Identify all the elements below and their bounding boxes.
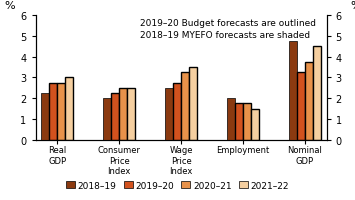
Bar bbox=[243, 104, 251, 140]
Bar bbox=[297, 73, 305, 140]
Bar bbox=[227, 99, 235, 140]
Text: %: % bbox=[350, 1, 355, 11]
Bar bbox=[127, 88, 135, 140]
Bar bbox=[57, 83, 65, 140]
Text: 2019–20 Budget forecasts are outlined
2018–19 MYEFO forecasts are shaded: 2019–20 Budget forecasts are outlined 20… bbox=[140, 18, 316, 40]
Bar bbox=[41, 94, 49, 140]
Bar bbox=[305, 62, 313, 140]
Bar bbox=[251, 109, 259, 140]
Bar bbox=[235, 104, 243, 140]
Bar bbox=[103, 99, 111, 140]
Bar bbox=[313, 47, 321, 140]
Bar bbox=[173, 83, 181, 140]
Bar bbox=[165, 88, 173, 140]
Legend: 2018–19, 2019–20, 2020–21, 2021–22: 2018–19, 2019–20, 2020–21, 2021–22 bbox=[62, 177, 293, 194]
Bar bbox=[289, 42, 297, 140]
Text: %: % bbox=[4, 1, 15, 11]
Bar bbox=[181, 73, 189, 140]
Bar bbox=[119, 88, 127, 140]
Bar bbox=[49, 83, 57, 140]
Bar bbox=[65, 78, 73, 140]
Bar bbox=[189, 68, 197, 140]
Bar bbox=[111, 94, 119, 140]
